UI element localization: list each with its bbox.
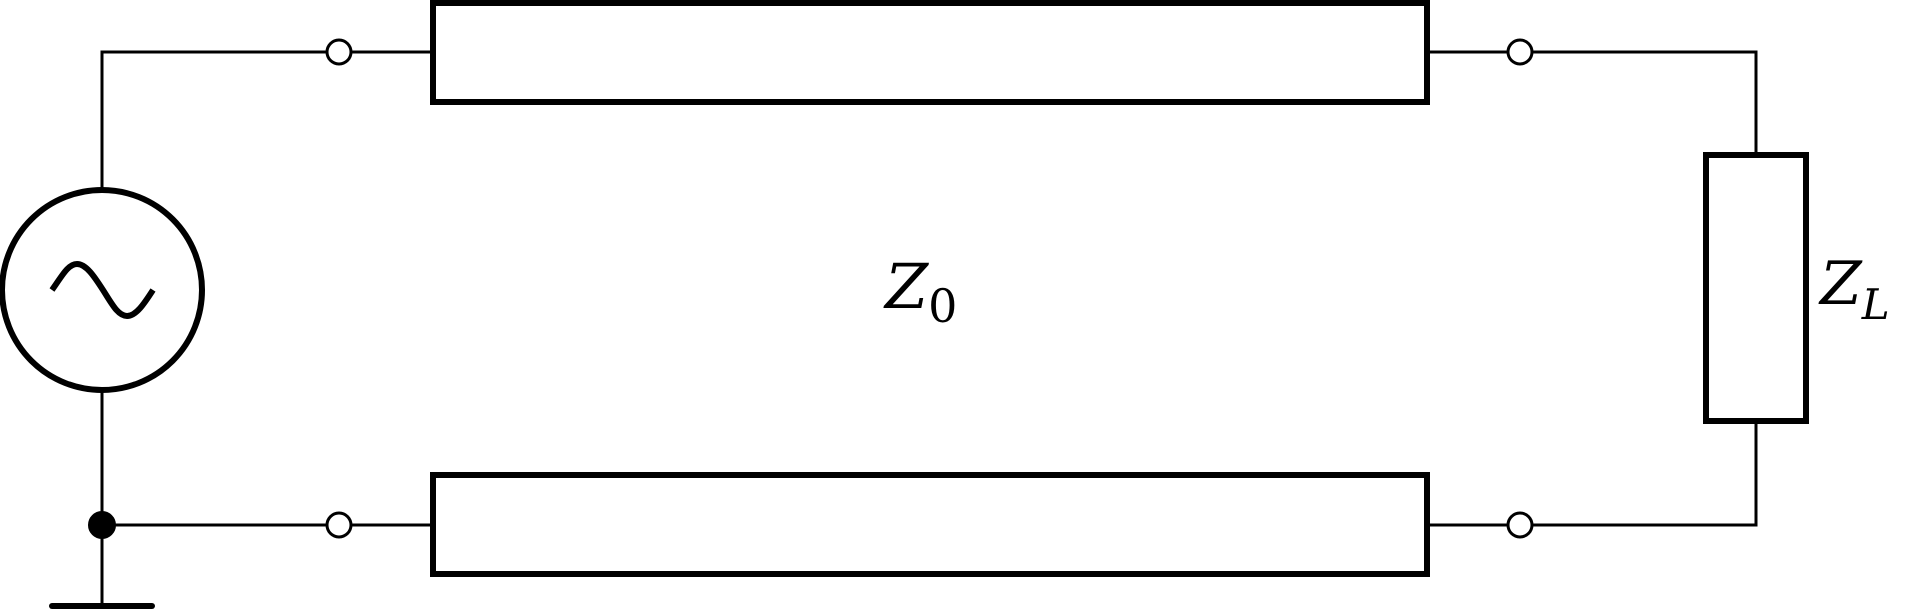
source-top-wire [100,50,329,192]
line-impedance-subscript: 0 [928,279,957,333]
load-impedance-label: ZL [1818,249,1890,329]
line-conductor-bottom [430,472,1430,577]
load-impedance-symbol: Z [1818,249,1863,319]
load-top-wire [1530,50,1758,157]
line-impedance-symbol: Z [883,250,929,323]
input-terminal-bottom [325,511,353,539]
line-impedance-label: Z0 [883,250,957,333]
ac-source [0,187,205,393]
line-conductor-top [430,0,1430,105]
load-impedance-subscript: L [1861,280,1890,329]
sine-wave-icon [49,260,156,320]
input-terminal-top [325,38,353,66]
junction-dot [88,511,116,539]
output-terminal-bottom [1506,511,1534,539]
load-bottom-wire [1530,419,1758,527]
load-impedance [1703,152,1809,424]
output-terminal-top [1506,38,1534,66]
